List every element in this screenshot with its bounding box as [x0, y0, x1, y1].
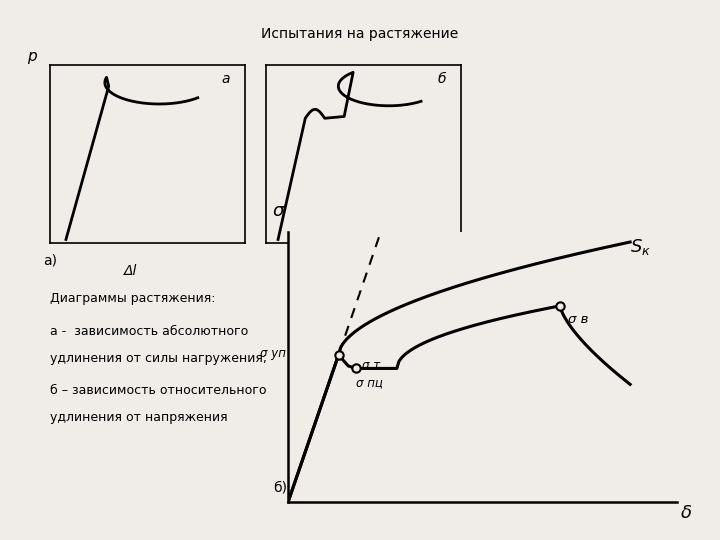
Text: а: а: [222, 72, 230, 86]
Text: σ пц: σ пц: [356, 377, 383, 390]
Text: σ в: σ в: [568, 313, 588, 326]
Text: б): б): [274, 481, 287, 495]
Text: Δl: Δl: [125, 264, 138, 278]
Text: $S_к$: $S_к$: [630, 237, 651, 257]
Text: б – зависимость относительного: б – зависимость относительного: [50, 384, 267, 397]
Text: δ: δ: [680, 504, 692, 522]
Text: Δl: Δl: [341, 264, 354, 278]
Text: Испытания на растяжение: Испытания на растяжение: [261, 27, 459, 41]
Text: б: б: [438, 72, 446, 86]
Text: Диаграммы растяжения:: Диаграммы растяжения:: [50, 292, 216, 306]
Text: р: р: [27, 49, 37, 64]
Text: удлинения от силы нагружения;: удлинения от силы нагружения;: [50, 352, 268, 365]
Text: σ т: σ т: [362, 360, 380, 373]
Text: а -  зависимость абсолютного: а - зависимость абсолютного: [50, 325, 248, 338]
Text: σ уп: σ уп: [260, 347, 286, 360]
Text: а): а): [43, 254, 57, 268]
Text: σ: σ: [272, 202, 284, 220]
Text: удлинения от напряжения: удлинения от напряжения: [50, 411, 228, 424]
